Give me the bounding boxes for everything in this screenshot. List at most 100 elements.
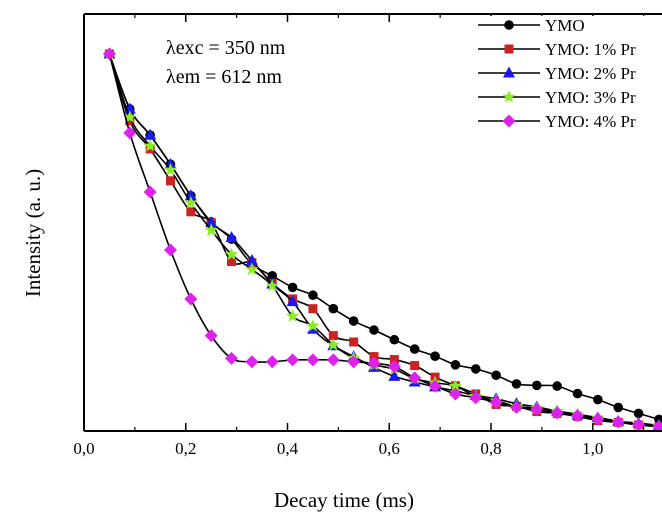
series-4-point-11 [326, 353, 340, 367]
series-0-point-13 [369, 325, 379, 335]
series-4-point-6 [225, 351, 239, 365]
series-4 [102, 47, 662, 431]
series-1-point-2 [145, 144, 155, 154]
series-1-point-13 [369, 352, 379, 362]
x-tick-label-3: 0,6 [379, 439, 400, 458]
series-3-point-1 [123, 110, 137, 123]
series-4-point-13 [367, 356, 381, 370]
legend-item-1: YMO: 1% Pr [478, 40, 636, 59]
series-0-point-9 [287, 282, 298, 293]
series-4-point-22 [550, 406, 564, 420]
series-0-point-21 [532, 380, 542, 391]
x-axis-label: Decay time (ms) [274, 488, 414, 512]
series-0-point-11 [328, 303, 339, 314]
legend-label-2: YMO: 2% Pr [545, 64, 636, 83]
series-4-point-19 [489, 395, 503, 409]
series-0-point-25 [613, 402, 624, 413]
series-0-point-8 [267, 270, 278, 281]
x-tick-label-4: 0,8 [480, 439, 501, 458]
series-4-point-7 [245, 355, 259, 369]
series-4-point-24 [591, 412, 605, 426]
series-3-point-2 [143, 139, 157, 152]
series-3-point-6 [224, 247, 239, 261]
legend-background [463, 16, 662, 134]
series-0-point-12 [348, 316, 359, 326]
series-4-point-27 [652, 420, 662, 431]
series-4-point-20 [509, 400, 523, 414]
series-3-point-7 [245, 262, 259, 276]
series-layer [102, 47, 662, 431]
x-tick-label-5: 1,0 [582, 439, 603, 458]
annotation-excitation: λexc = 350 nm [166, 37, 286, 59]
series-4-point-1 [123, 126, 137, 140]
axes-layer [83, 13, 662, 432]
legend-marker-4 [502, 114, 516, 128]
series-4-point-3 [163, 243, 177, 257]
series-4-point-4 [184, 292, 198, 306]
series-3-point-8 [265, 278, 279, 292]
series-4-point-0 [102, 47, 116, 61]
series-1-point-4 [186, 207, 196, 217]
legend: YMO YMO: 1% Pr YMO: 2% Pr YMO: 3% Pr YMO: 4%… [463, 16, 662, 134]
legend-marker-3 [502, 90, 516, 103]
series-0-point-10 [308, 290, 318, 301]
series-line-3 [108, 53, 659, 427]
series-4-point-18 [469, 391, 483, 405]
series-3-point-9 [285, 309, 300, 322]
series-4-point-12 [347, 355, 361, 369]
series-0-point-17 [450, 359, 461, 370]
series-1-point-10 [308, 304, 318, 314]
series-2-point-6 [225, 231, 238, 243]
legend-label-4: YMO: 4% Pr [545, 112, 636, 131]
annotation-emission: λem = 612 nm [166, 66, 282, 88]
series-4-point-23 [571, 409, 585, 423]
series-4-point-8 [265, 355, 279, 369]
series-1-point-6 [227, 257, 237, 267]
series-4-point-9 [286, 353, 300, 367]
series-4-point-2 [143, 185, 157, 199]
series-0-point-18 [470, 364, 481, 374]
series-4-point-10 [306, 353, 320, 367]
series-3-point-17 [448, 379, 463, 392]
series-4-point-21 [530, 402, 544, 416]
series-2-point-2 [144, 128, 157, 140]
x-tick-label-0: 0,0 [73, 439, 94, 458]
series-0-point-23 [572, 388, 583, 399]
series-4-point-16 [428, 379, 442, 393]
series-0-point-26 [633, 408, 644, 419]
series-0-point-24 [593, 394, 603, 405]
series-3-point-4 [184, 195, 198, 209]
series-0-point-14 [389, 334, 400, 345]
series-4-point-15 [408, 371, 422, 385]
series-0-point-15 [409, 344, 420, 354]
series-3-point-11 [326, 337, 340, 351]
series-4-point-26 [632, 418, 646, 431]
y-axis-label: Intensity (a. u.) [21, 169, 45, 297]
series-4-point-25 [611, 415, 625, 429]
legend-label-0: YMO [545, 16, 585, 35]
series-1-point-14 [389, 355, 399, 365]
series-0-point-20 [511, 379, 522, 389]
series-4-point-5 [204, 329, 218, 343]
series-3-point-5 [204, 223, 218, 236]
legend-marker-2 [503, 66, 515, 78]
series-line-4 [108, 53, 659, 428]
legend-label-1: YMO: 1% Pr [545, 40, 636, 59]
series-1-point-12 [349, 337, 359, 347]
legend-item-3: YMO: 3% Pr [478, 88, 636, 107]
x-tick-label-2: 0,4 [277, 439, 299, 458]
series-1-point-15 [410, 361, 420, 371]
series-1-point-1 [125, 116, 135, 126]
series-3-point-10 [306, 318, 320, 332]
legend-label-3: YMO: 3% Pr [545, 88, 636, 107]
legend-marker-0 [504, 20, 514, 30]
series-4-point-14 [387, 360, 401, 374]
series-2-point-7 [245, 253, 258, 265]
series-0-point-16 [430, 351, 440, 361]
series-3-point-3 [163, 162, 178, 176]
series-1-point-3 [165, 176, 175, 186]
x-tick-label-1: 0,2 [175, 439, 196, 458]
legend-item-4: YMO: 4% Pr [478, 112, 636, 131]
